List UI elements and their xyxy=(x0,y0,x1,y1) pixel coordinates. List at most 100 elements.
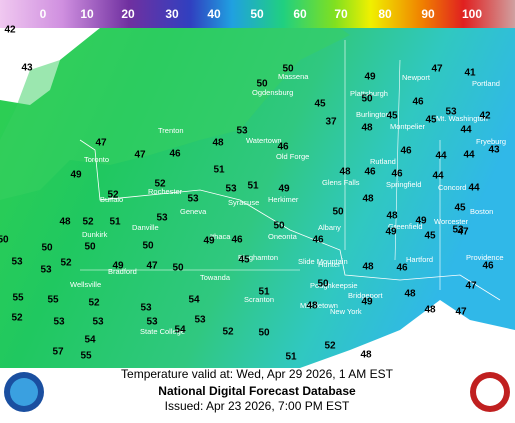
city-label: Danville xyxy=(132,223,159,232)
city-label: State College xyxy=(140,327,185,336)
temperature: 47 xyxy=(431,64,443,75)
temperature: 53 xyxy=(40,265,52,276)
temperature: 52 xyxy=(11,313,23,324)
city-label: Hunter xyxy=(318,260,341,269)
temperature: 46 xyxy=(482,261,494,272)
temperature: 47 xyxy=(465,281,477,292)
temperature: 49 xyxy=(278,184,290,195)
temperature: 48 xyxy=(212,138,224,149)
temperature: 53 xyxy=(53,317,65,328)
footer-bg xyxy=(0,368,515,418)
temperature: 51 xyxy=(109,217,121,228)
temperature: 54 xyxy=(188,295,200,306)
city-label: Binghamton xyxy=(238,253,278,262)
temperature: 43 xyxy=(488,145,500,156)
temperature: 45 xyxy=(386,111,398,122)
temperature: 49 xyxy=(203,236,215,247)
temperature: 52 xyxy=(154,179,166,190)
city-label: Concord xyxy=(438,183,466,192)
temperature: 50 xyxy=(273,221,285,232)
city-label: Poughkeepsie xyxy=(310,281,358,290)
temperature: 46 xyxy=(169,149,181,160)
temperature: 49 xyxy=(112,261,124,272)
temperature: 52 xyxy=(60,258,72,269)
nws-logo-inner xyxy=(476,378,504,406)
city-label: Newport xyxy=(402,73,431,82)
temperature: 48 xyxy=(306,301,318,312)
legend-tick: 60 xyxy=(293,7,307,21)
city-label: Fryeburg xyxy=(476,137,506,146)
temperature: 46 xyxy=(412,97,424,108)
city-label: Watertown xyxy=(246,136,282,145)
temperature: 41 xyxy=(464,68,476,79)
temperature: 46 xyxy=(391,169,403,180)
temperature: 44 xyxy=(432,171,444,182)
city-label: Buffalo xyxy=(100,195,123,204)
temperature: 47 xyxy=(146,261,158,272)
temperature: 50 xyxy=(142,241,154,252)
temperature: 53 xyxy=(236,126,248,137)
city-label: New York xyxy=(330,307,362,316)
temperature: 50 xyxy=(0,235,9,246)
temperature: 45 xyxy=(425,115,437,126)
temperature: 48 xyxy=(386,211,398,222)
temperature: 49 xyxy=(70,170,82,181)
city-label: Wellsville xyxy=(70,280,101,289)
temperature: 53 xyxy=(146,317,158,328)
temperature: 51 xyxy=(258,287,270,298)
city-label: Trenton xyxy=(158,126,184,135)
city-label: Plattsburgh xyxy=(350,89,388,98)
temperature: 51 xyxy=(247,181,259,192)
valid-time: Temperature valid at: Wed, Apr 29 2026, … xyxy=(121,367,394,381)
temperature: 50 xyxy=(317,279,329,290)
legend-tick: 90 xyxy=(421,7,435,21)
temperature: 48 xyxy=(339,167,351,178)
temperature: 44 xyxy=(463,150,475,161)
temperature: 44 xyxy=(468,183,480,194)
city-label: Toronto xyxy=(84,155,109,164)
city-label: Herkimer xyxy=(268,195,299,204)
city-label: Bridgeport xyxy=(348,291,384,300)
city-label: Portland xyxy=(472,79,500,88)
city-label: Ithaca xyxy=(210,232,231,241)
temperature: 51 xyxy=(285,352,297,363)
city-label: Hartford xyxy=(406,255,433,264)
temperature: 53 xyxy=(194,315,206,326)
city-label: Providence xyxy=(466,253,504,262)
temperature: 46 xyxy=(312,235,324,246)
city-label: Old Forge xyxy=(276,152,309,161)
temperature: 50 xyxy=(172,263,184,274)
temperature: 47 xyxy=(455,307,467,318)
city-label: Glens Falls xyxy=(322,178,360,187)
temperature: 45 xyxy=(424,231,436,242)
temperature: 53 xyxy=(92,317,104,328)
temperature: 52 xyxy=(88,298,100,309)
temperature: 50 xyxy=(256,79,268,90)
city-label: Oneonta xyxy=(268,232,298,241)
noaa-logo-inner xyxy=(10,378,38,406)
city-label: Burlington xyxy=(356,110,390,119)
temperature: 48 xyxy=(404,289,416,300)
city-label: Montpelier xyxy=(390,122,426,131)
city-label: Rutland xyxy=(370,157,396,166)
temperature: 37 xyxy=(325,117,337,128)
city-label: Middletown xyxy=(300,301,338,310)
temperature: 46 xyxy=(400,146,412,157)
legend-tick: 20 xyxy=(121,7,135,21)
legend-tick: 70 xyxy=(334,7,348,21)
city-label: Geneva xyxy=(180,207,207,216)
temperature: 50 xyxy=(258,328,270,339)
color-scale xyxy=(0,0,515,28)
temperature: 54 xyxy=(174,325,186,336)
temperature: 52 xyxy=(82,217,94,228)
city-label: Towanda xyxy=(200,273,231,282)
legend-tick: 0 xyxy=(40,7,47,21)
temperature: 49 xyxy=(415,216,427,227)
temperature: 55 xyxy=(80,351,92,362)
temperature: 49 xyxy=(361,297,373,308)
temperature: 52 xyxy=(324,341,336,352)
borders xyxy=(79,139,501,301)
temperature: 53 xyxy=(156,213,168,224)
temperature: 53 xyxy=(11,257,23,268)
